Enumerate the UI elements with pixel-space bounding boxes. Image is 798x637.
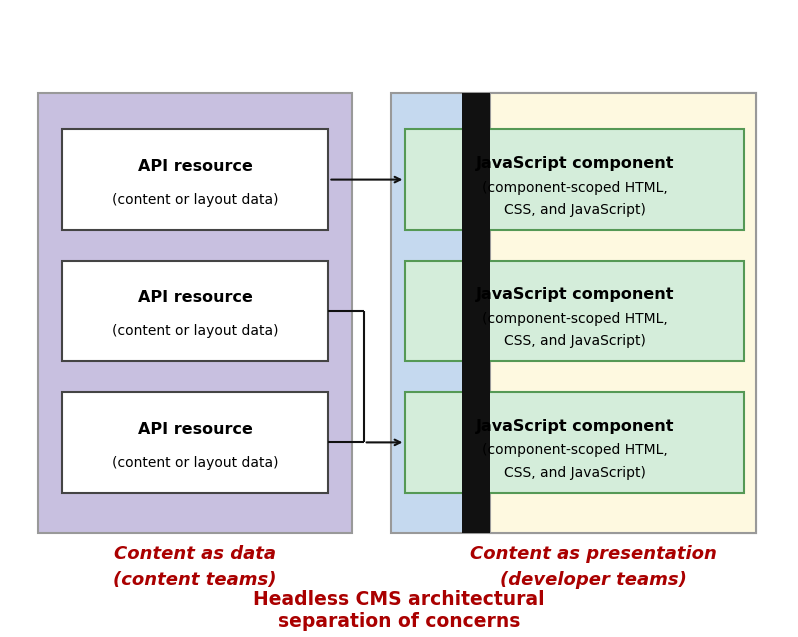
Text: JavaScript component: JavaScript component bbox=[476, 156, 674, 171]
FancyBboxPatch shape bbox=[405, 261, 744, 361]
FancyBboxPatch shape bbox=[391, 92, 756, 533]
FancyBboxPatch shape bbox=[490, 92, 756, 533]
Text: (content or layout data): (content or layout data) bbox=[112, 324, 279, 338]
Text: API resource: API resource bbox=[138, 290, 253, 305]
FancyBboxPatch shape bbox=[38, 92, 352, 533]
Text: Headless CMS architectural: Headless CMS architectural bbox=[253, 590, 545, 609]
Text: CSS, and JavaScript): CSS, and JavaScript) bbox=[504, 203, 646, 217]
Text: (content or layout data): (content or layout data) bbox=[112, 193, 279, 207]
Text: API resource: API resource bbox=[138, 422, 253, 437]
Text: (content teams): (content teams) bbox=[113, 571, 277, 589]
Text: API resource: API resource bbox=[138, 159, 253, 174]
Text: Content as presentation: Content as presentation bbox=[470, 545, 717, 563]
Text: JavaScript component: JavaScript component bbox=[476, 287, 674, 303]
Text: (content or layout data): (content or layout data) bbox=[112, 455, 279, 469]
FancyBboxPatch shape bbox=[405, 392, 744, 493]
Text: (component-scoped HTML,: (component-scoped HTML, bbox=[482, 443, 667, 457]
Text: separation of concerns: separation of concerns bbox=[278, 612, 520, 631]
FancyBboxPatch shape bbox=[462, 92, 490, 533]
Text: CSS, and JavaScript): CSS, and JavaScript) bbox=[504, 466, 646, 480]
Text: Content as data: Content as data bbox=[114, 545, 276, 563]
FancyBboxPatch shape bbox=[405, 129, 744, 230]
Text: JavaScript component: JavaScript component bbox=[476, 419, 674, 434]
FancyBboxPatch shape bbox=[61, 261, 329, 361]
FancyBboxPatch shape bbox=[61, 392, 329, 493]
Text: CSS, and JavaScript): CSS, and JavaScript) bbox=[504, 334, 646, 348]
FancyBboxPatch shape bbox=[61, 129, 329, 230]
Text: (developer teams): (developer teams) bbox=[500, 571, 686, 589]
Text: (component-scoped HTML,: (component-scoped HTML, bbox=[482, 181, 667, 195]
Text: (component-scoped HTML,: (component-scoped HTML, bbox=[482, 312, 667, 326]
